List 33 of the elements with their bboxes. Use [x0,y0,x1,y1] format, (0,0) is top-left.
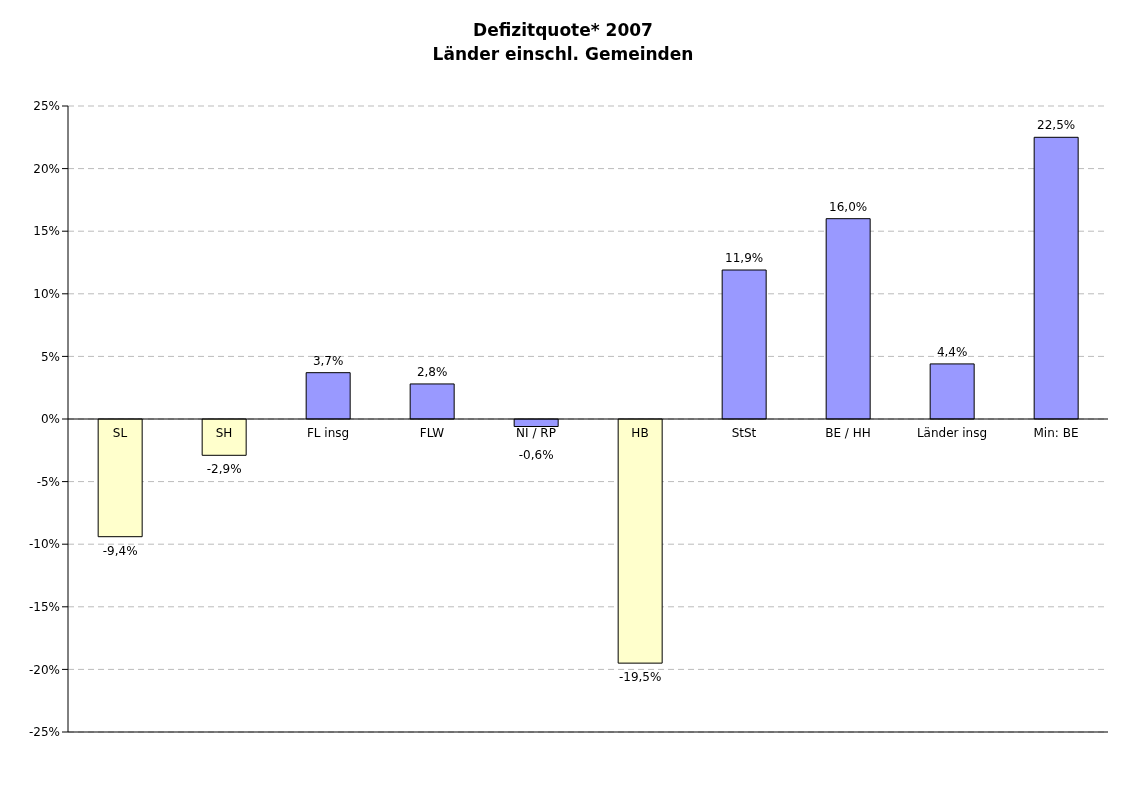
y-tick-label: -25% [28,725,60,740]
y-tick-label: -5% [36,474,60,489]
x-tick-label: NI / RP [516,426,556,440]
y-tick-label: 10% [33,287,60,302]
x-tick-label: Min: BE [1033,426,1079,440]
x-tick-label: FL insg [306,426,350,440]
y-tick-label: -10% [28,537,60,552]
data-label: 4,4% [936,344,968,359]
y-tick-label: 0% [40,412,60,427]
x-tick-label: SL [112,426,128,440]
data-label: -19,5% [618,670,662,685]
data-label: -2,9% [206,462,242,477]
data-label: 2,8% [416,364,448,379]
x-tick-label: SH [215,426,233,440]
data-label: 16,0% [829,199,868,214]
chart-title: Defizitquote* 2007 [472,19,654,42]
x-tick-label: StSt [731,426,757,440]
y-tick-label: 25% [33,99,60,114]
x-tick-label: HB [631,426,649,440]
y-tick-label: 20% [33,161,60,176]
y-tick-label: -20% [28,662,60,677]
x-tick-label: FLW [419,426,445,440]
data-label: -9,4% [102,543,138,558]
data-label: -0,6% [518,448,554,462]
data-label: 3,7% [312,353,344,368]
chart-subtitle: Länder einschl. Gemeinden [431,43,695,66]
y-tick-label: -15% [28,600,60,615]
x-tick-label: Länder insg [916,426,988,440]
x-tick-label: BE / HH [825,426,871,440]
data-label: 11,9% [725,251,764,266]
data-label: 22,5% [1037,118,1076,133]
y-tick-label: 15% [33,224,60,239]
y-tick-label: 5% [40,349,60,364]
